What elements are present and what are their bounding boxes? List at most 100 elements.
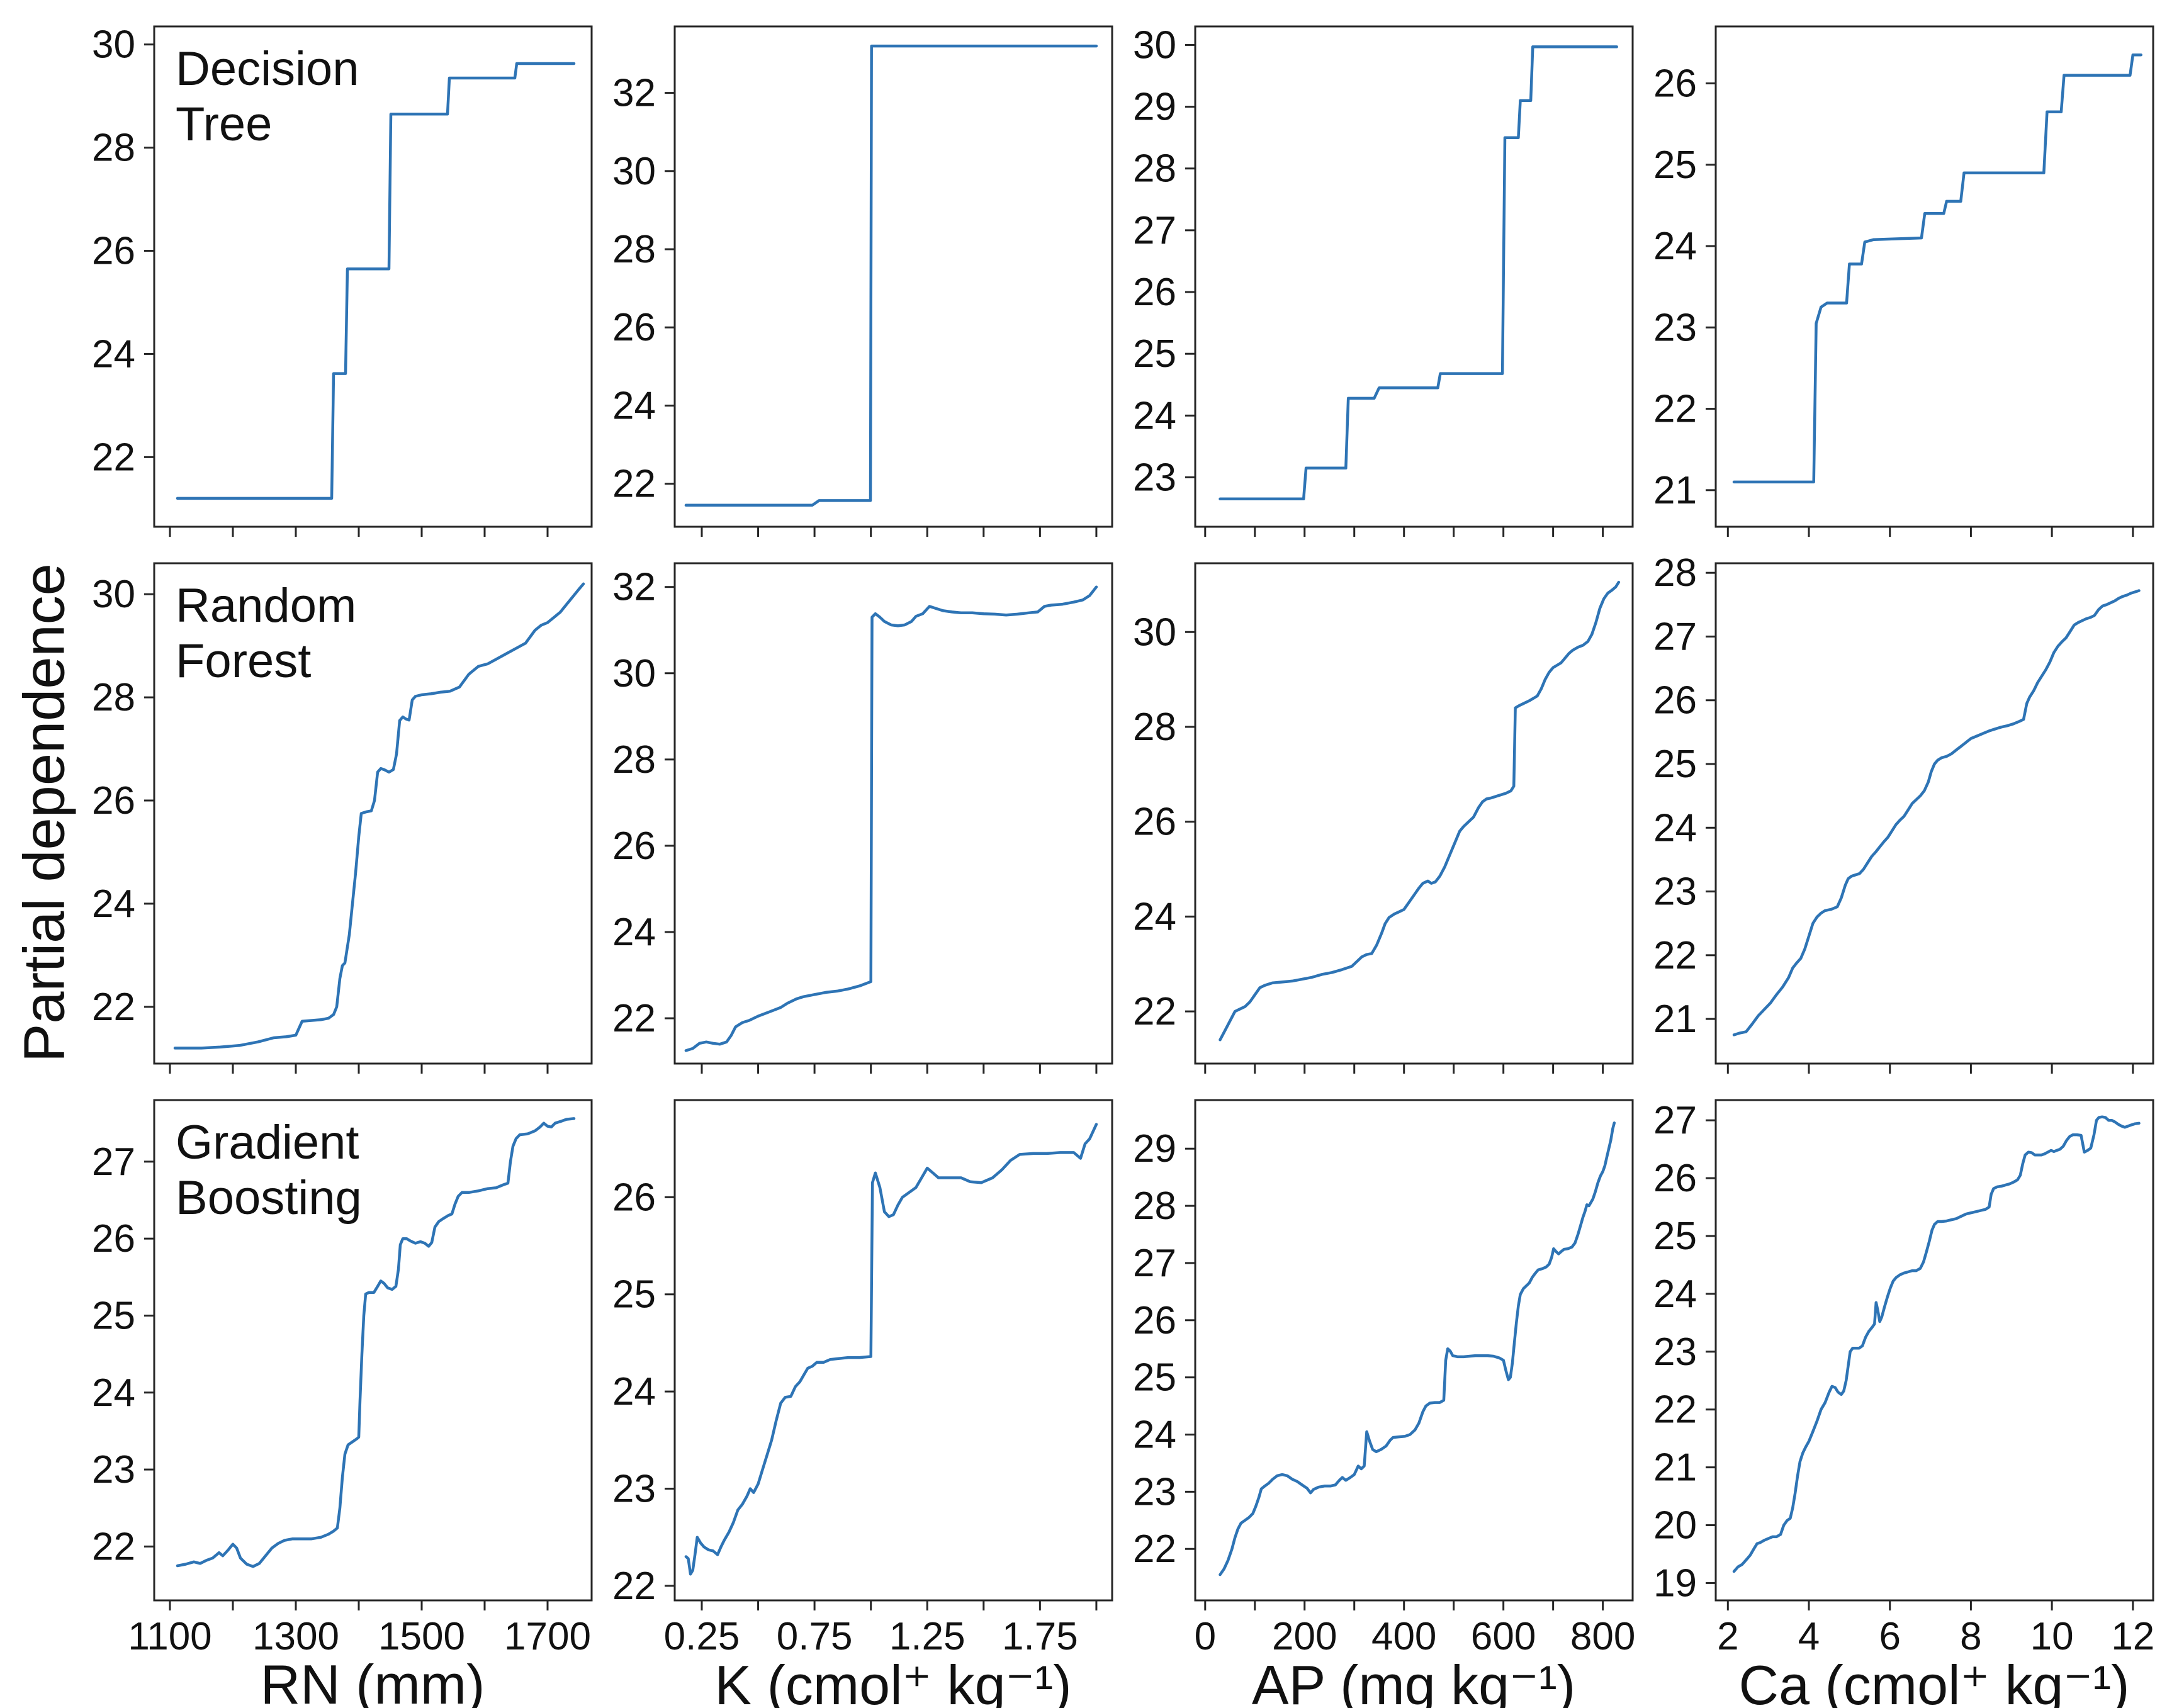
decision-tree-rn-plot: 22 24 26 28 30 — [92, 23, 593, 537]
gradient-boosting-k-plot: 0.25 0.75 1.25 1.75 22 23 24 25 26 — [612, 1099, 1113, 1658]
gradient-boosting-ap-plot: 0 200 400 600 800 22 23 24 25 26 27 28 29 — [1133, 1099, 1635, 1658]
svg-text:22: 22 — [612, 1565, 656, 1608]
svg-text:800: 800 — [1570, 1615, 1635, 1658]
svg-text:26: 26 — [92, 230, 135, 273]
svg-text:22: 22 — [1653, 934, 1697, 977]
panel-decision-tree-ca: 21 22 23 24 25 26 — [1653, 25, 2154, 537]
svg-text:27: 27 — [1133, 209, 1176, 252]
svg-text:29: 29 — [1133, 1127, 1176, 1171]
svg-text:23: 23 — [1653, 306, 1697, 349]
svg-text:24: 24 — [1653, 1273, 1697, 1316]
svg-text:24: 24 — [1653, 225, 1697, 268]
svg-text:26: 26 — [1133, 801, 1176, 844]
svg-text:1.75: 1.75 — [1002, 1615, 1078, 1658]
svg-text:26: 26 — [612, 306, 656, 349]
random-forest-k-plot: 22 24 26 28 30 32 — [612, 562, 1113, 1074]
svg-text:24: 24 — [612, 1370, 656, 1413]
svg-text:24: 24 — [612, 384, 656, 427]
svg-text:1.25: 1.25 — [889, 1615, 965, 1658]
decision-tree-ap-plot: 23 24 25 26 27 28 29 30 — [1133, 23, 1634, 537]
svg-text:26: 26 — [612, 824, 656, 868]
svg-text:19: 19 — [1653, 1561, 1697, 1605]
svg-text:24: 24 — [1133, 394, 1176, 437]
svg-text:27: 27 — [1653, 1099, 1697, 1142]
svg-text:29: 29 — [1133, 86, 1176, 129]
svg-text:25: 25 — [92, 1294, 135, 1337]
svg-text:28: 28 — [1133, 705, 1176, 749]
random-forest-rn-plot: 22 24 26 28 30 — [92, 562, 593, 1074]
x-axis-title-k: K (cmol⁺ kg⁻¹) — [714, 1654, 1072, 1708]
panel-gradient-boosting-ap: 0 200 400 600 800 22 23 24 25 26 27 28 29 — [1133, 1099, 1635, 1658]
svg-text:200: 200 — [1272, 1615, 1337, 1658]
svg-text:23: 23 — [1133, 456, 1176, 499]
svg-text:26: 26 — [1653, 679, 1697, 722]
model-label-random-forest: Random Forest — [176, 579, 357, 688]
svg-text:26: 26 — [1133, 1299, 1176, 1342]
svg-text:8: 8 — [1960, 1615, 1981, 1658]
svg-text:21: 21 — [1653, 997, 1697, 1041]
model-label-decision-tree: Decision Tree — [176, 42, 359, 152]
x-axis-title-rn: RN (mm) — [260, 1653, 485, 1708]
panel-decision-tree-ap: 23 24 25 26 27 28 29 30 — [1133, 23, 1634, 537]
svg-text:25: 25 — [612, 1273, 656, 1317]
svg-text:22: 22 — [612, 997, 656, 1040]
svg-text:28: 28 — [92, 126, 135, 170]
svg-text:22: 22 — [612, 463, 656, 506]
svg-text:12: 12 — [2111, 1615, 2154, 1658]
decision-tree-ca-plot: 21 22 23 24 25 26 — [1653, 25, 2154, 537]
svg-text:24: 24 — [612, 911, 656, 954]
svg-text:28: 28 — [1133, 147, 1176, 191]
svg-text:26: 26 — [1133, 271, 1176, 314]
svg-text:28: 28 — [1653, 551, 1697, 595]
gradient-boosting-rn-plot: 1100 1300 1500 1700 22 23 24 25 26 27 — [92, 1099, 593, 1658]
svg-text:23: 23 — [1653, 1330, 1697, 1374]
svg-text:27: 27 — [1653, 615, 1697, 658]
svg-text:24: 24 — [92, 332, 135, 376]
svg-text:25: 25 — [1133, 332, 1176, 376]
svg-text:25: 25 — [1653, 743, 1697, 786]
model-label-gradient-boosting: Gradient Boosting — [176, 1116, 362, 1225]
panel-random-forest-rn: 22 24 26 28 30 Random Forest — [92, 562, 593, 1074]
svg-text:26: 26 — [612, 1176, 656, 1219]
panel-gradient-boosting-k: 0.25 0.75 1.25 1.75 22 23 24 25 26 — [612, 1099, 1113, 1658]
svg-text:26: 26 — [92, 1217, 135, 1261]
svg-text:25: 25 — [1133, 1356, 1176, 1400]
svg-text:24: 24 — [1133, 1413, 1176, 1457]
x-axis-title-ca: Ca (cmol⁺ kg⁻¹) — [1738, 1654, 2130, 1708]
panel-gradient-boosting-ca: 2 4 6 8 10 12 19 20 21 22 23 24 25 26 27 — [1653, 1099, 2154, 1658]
svg-text:0.25: 0.25 — [664, 1615, 740, 1658]
panel-decision-tree-k: 22 24 26 28 30 32 — [612, 25, 1113, 537]
svg-text:1700: 1700 — [504, 1615, 591, 1658]
y-axis-figure-label: Partial dependence — [12, 563, 77, 1063]
svg-text:27: 27 — [1133, 1242, 1176, 1285]
svg-text:28: 28 — [612, 228, 656, 271]
panel-random-forest-ca: 21 22 23 24 25 26 27 28 — [1653, 551, 2154, 1074]
svg-text:30: 30 — [92, 23, 135, 67]
svg-text:32: 32 — [612, 72, 656, 115]
svg-text:32: 32 — [612, 566, 656, 609]
svg-text:22: 22 — [92, 1525, 135, 1568]
svg-text:23: 23 — [92, 1448, 135, 1492]
x-axis-title-ap: AP (mg kg⁻¹) — [1251, 1654, 1576, 1708]
svg-text:20: 20 — [1653, 1504, 1697, 1548]
random-forest-ap-plot: 22 24 26 28 30 — [1133, 562, 1634, 1074]
panel-random-forest-ap: 22 24 26 28 30 — [1133, 562, 1634, 1074]
svg-text:30: 30 — [1133, 23, 1176, 67]
svg-text:23: 23 — [1133, 1470, 1176, 1514]
panel-gradient-boosting-rn: 1100 1300 1500 1700 22 23 24 25 26 27 Gradient Bo… — [92, 1099, 593, 1658]
svg-text:26: 26 — [92, 779, 135, 823]
svg-text:28: 28 — [1133, 1184, 1176, 1228]
svg-text:4: 4 — [1798, 1615, 1820, 1658]
svg-text:24: 24 — [92, 882, 135, 926]
svg-text:30: 30 — [612, 652, 656, 695]
svg-text:24: 24 — [1133, 895, 1176, 938]
svg-text:25: 25 — [1653, 1215, 1697, 1258]
svg-text:0.75: 0.75 — [777, 1615, 853, 1658]
svg-text:22: 22 — [1133, 990, 1176, 1033]
panel-decision-tree-rn: 22 24 26 28 30 Decision Tree — [92, 23, 593, 537]
svg-text:26: 26 — [1653, 62, 1697, 105]
svg-text:22: 22 — [1133, 1527, 1176, 1571]
svg-text:600: 600 — [1471, 1615, 1536, 1658]
svg-text:23: 23 — [1653, 870, 1697, 914]
